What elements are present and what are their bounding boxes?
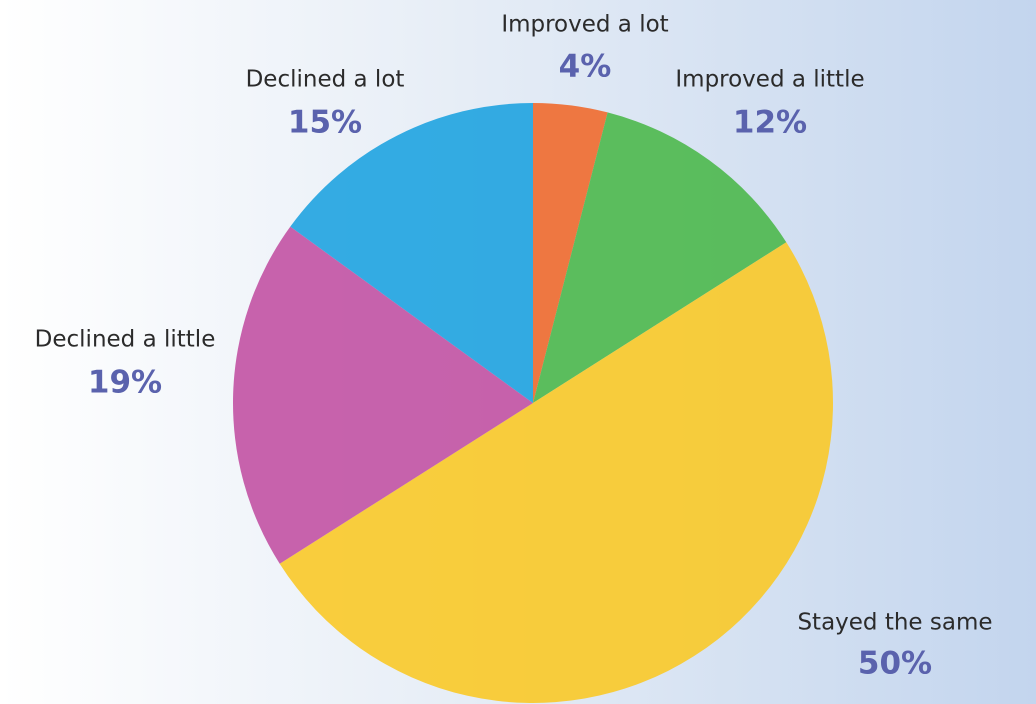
pie-slice	[290, 103, 533, 403]
pie	[233, 103, 834, 704]
pie-slice	[279, 242, 834, 704]
slice-label: Stayed the same	[797, 610, 992, 636]
slice-label: Declined a little	[35, 327, 216, 353]
value-label: 50%	[858, 646, 932, 682]
value-label: 12%	[733, 105, 807, 141]
value-label: 19%	[88, 365, 162, 401]
value-label: 4%	[559, 49, 612, 85]
slice-label: Improved a lot	[501, 12, 668, 38]
pie-slice	[533, 112, 787, 403]
pie-slice	[533, 103, 608, 403]
value-label: 15%	[288, 105, 362, 141]
labels: Improved a lot 4% Improved a little 12% Stay…	[35, 12, 993, 682]
slice-label: Improved a little	[675, 67, 864, 93]
pie-slice	[233, 226, 533, 564]
slice-label: Declined a lot	[246, 67, 405, 93]
